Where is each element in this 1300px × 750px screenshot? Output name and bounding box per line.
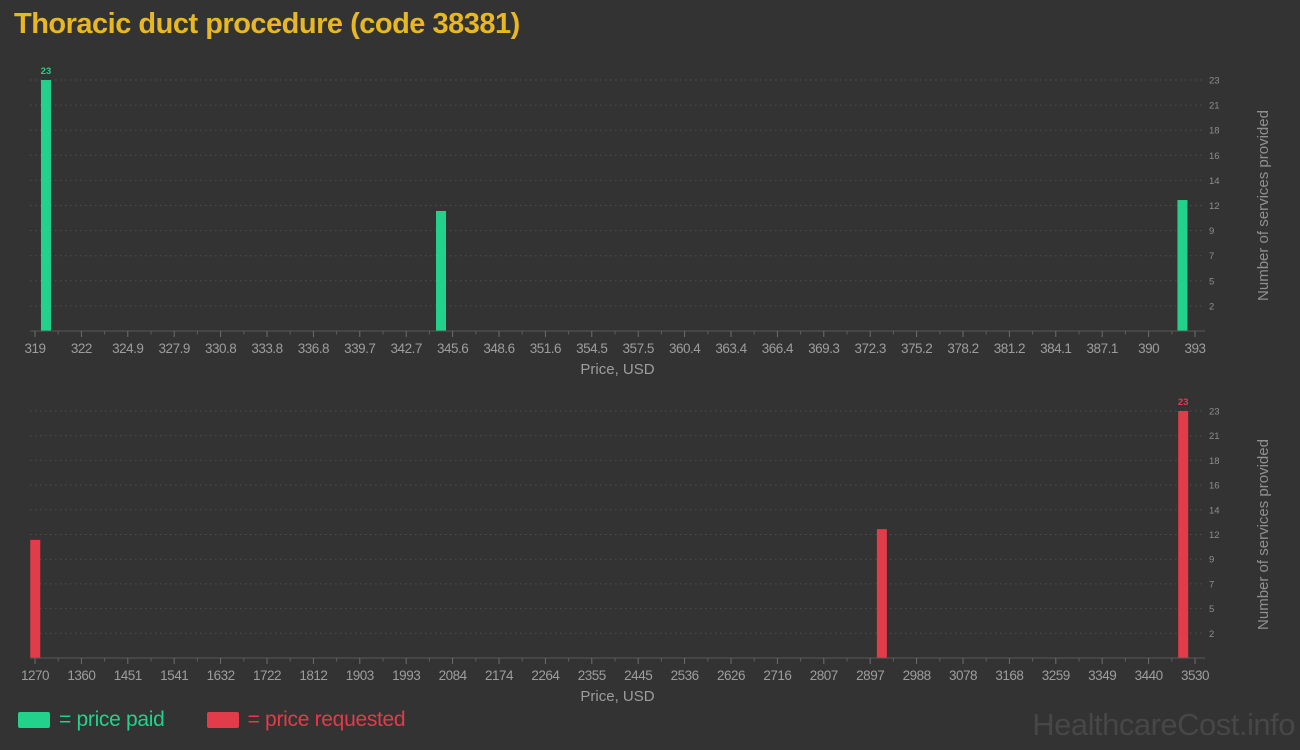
bar-price-requested[interactable] <box>30 539 41 658</box>
y-tick-label: 16 <box>1209 481 1220 492</box>
y-axis-title: Number of services provided <box>1255 110 1272 301</box>
y-tick-label: 21 <box>1209 431 1220 442</box>
price-requested-swatch <box>206 712 239 728</box>
x-tick-label: 2807 <box>810 668 838 683</box>
legend-item-price-requested: = price requested <box>206 708 406 732</box>
x-tick-label: 2626 <box>717 668 745 683</box>
y-tick-label: 21 <box>1209 101 1220 112</box>
x-tick-label: 363.4 <box>715 341 747 356</box>
x-tick-label: 2897 <box>856 668 884 683</box>
y-tick-label: 18 <box>1209 456 1220 467</box>
x-tick-label: 384.1 <box>1040 341 1071 356</box>
legend: = price paid = price requested <box>18 708 406 732</box>
y-tick-label: 12 <box>1209 530 1220 541</box>
x-tick-label: 366.4 <box>762 341 794 356</box>
x-tick-label: 2536 <box>671 668 699 683</box>
x-tick-label: 1993 <box>392 668 420 683</box>
y-axis-title: Number of services provided <box>1255 439 1272 630</box>
x-tick-label: 369.3 <box>808 341 839 356</box>
y-tick-label: 9 <box>1209 555 1214 566</box>
legend-item-price-paid: = price paid <box>18 708 165 732</box>
x-tick-label: 1632 <box>207 668 235 683</box>
y-tick-label: 7 <box>1209 251 1214 262</box>
x-tick-label: 345.6 <box>437 341 468 356</box>
x-tick-label: 2445 <box>624 668 652 683</box>
y-tick-label: 5 <box>1209 604 1214 615</box>
y-tick-label: 12 <box>1209 201 1220 212</box>
x-tick-label: 378.2 <box>947 341 978 356</box>
x-tick-label: 319 <box>24 341 45 356</box>
bar-price-requested[interactable] <box>876 529 887 658</box>
price-requested-legend-label: = price requested <box>247 708 406 731</box>
y-tick-label: 18 <box>1209 126 1220 137</box>
bar-price-requested[interactable] <box>1178 411 1189 658</box>
y-tick-label: 5 <box>1209 276 1214 287</box>
x-tick-label: 372.3 <box>855 341 886 356</box>
x-tick-label: 2174 <box>485 668 514 683</box>
x-tick-label: 322 <box>71 341 92 356</box>
y-tick-label: 9 <box>1209 226 1214 237</box>
x-tick-label: 1812 <box>299 668 327 683</box>
bar-price-paid[interactable] <box>436 210 446 331</box>
x-tick-label: 2264 <box>531 668 560 683</box>
page-title: Thoracic duct procedure (code 38381) <box>14 8 520 40</box>
y-tick-label: 23 <box>1209 407 1220 418</box>
x-tick-label: 390 <box>1138 341 1159 356</box>
x-tick-label: 327.9 <box>159 341 190 356</box>
y-tick-label: 14 <box>1209 505 1220 516</box>
x-tick-label: 3078 <box>949 668 977 683</box>
x-tick-label: 342.7 <box>391 341 422 356</box>
x-tick-label: 387.1 <box>1087 341 1118 356</box>
x-tick-label: 348.6 <box>483 341 514 356</box>
x-tick-label: 360.4 <box>669 341 701 356</box>
bar-price-paid[interactable] <box>40 80 51 331</box>
price-paid-swatch <box>18 712 50 728</box>
x-tick-label: 336.8 <box>298 341 329 356</box>
x-tick-label: 3259 <box>1042 668 1070 683</box>
x-tick-label: 333.8 <box>251 341 282 356</box>
x-tick-label: 3440 <box>1135 668 1163 683</box>
x-tick-label: 3349 <box>1088 668 1116 683</box>
x-tick-label: 2084 <box>439 668 468 683</box>
y-tick-label: 16 <box>1209 151 1220 162</box>
x-axis-title: Price, USD <box>580 361 654 378</box>
x-tick-label: 324.9 <box>112 341 143 356</box>
x-tick-label: 1451 <box>114 668 142 683</box>
price-paid-legend-label: = price paid <box>59 708 165 731</box>
bar-value-label: 23 <box>41 66 52 77</box>
x-tick-label: 330.8 <box>205 341 236 356</box>
x-tick-label: 2988 <box>903 668 931 683</box>
x-tick-label: 1722 <box>253 668 281 683</box>
x-tick-label: 3530 <box>1181 668 1209 683</box>
x-tick-label: 1360 <box>67 668 95 683</box>
x-tick-label: 375.2 <box>901 341 932 356</box>
watermark: HealthcareCost.info <box>1032 707 1295 742</box>
x-tick-label: 339.7 <box>344 341 375 356</box>
x-tick-label: 2716 <box>763 668 791 683</box>
x-tick-label: 351.6 <box>530 341 561 356</box>
bar-value-label: 23 <box>1178 397 1189 408</box>
x-tick-label: 357.5 <box>623 341 654 356</box>
y-tick-label: 23 <box>1209 76 1220 87</box>
x-tick-label: 354.5 <box>576 341 607 356</box>
y-tick-label: 7 <box>1209 579 1214 590</box>
y-tick-label: 2 <box>1209 629 1214 640</box>
x-tick-label: 1270 <box>21 668 49 683</box>
y-tick-label: 14 <box>1209 176 1220 187</box>
x-tick-label: 393 <box>1184 341 1205 356</box>
x-tick-label: 381.2 <box>994 341 1025 356</box>
y-tick-label: 2 <box>1209 301 1214 312</box>
x-axis-title: Price, USD <box>580 688 654 705</box>
x-tick-label: 1541 <box>160 668 188 683</box>
x-tick-label: 3168 <box>995 668 1023 683</box>
x-tick-label: 1903 <box>346 668 374 683</box>
x-tick-label: 2355 <box>578 668 606 683</box>
bar-price-paid[interactable] <box>1177 200 1188 331</box>
